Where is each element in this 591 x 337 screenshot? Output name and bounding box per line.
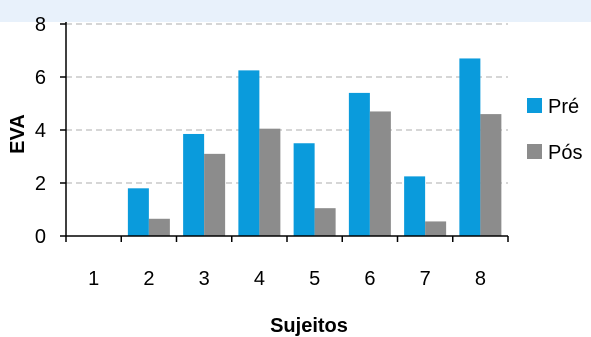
bar-pos-7 <box>425 221 447 236</box>
bar-pre-8 <box>459 58 481 237</box>
x-tick-label: 1 <box>88 268 99 290</box>
top-band <box>0 0 591 22</box>
legend-label-pos: Pós <box>548 142 582 164</box>
bar-pos-2 <box>148 218 170 236</box>
tick-labels: 0 2 4 6 8 1 2 3 4 5 6 7 8 <box>35 14 486 290</box>
y-tick-label: 2 <box>35 173 46 195</box>
legend: Pré Pós <box>527 96 582 164</box>
x-axis-title: Sujeitos <box>270 315 348 337</box>
bar-pre-5 <box>293 143 315 236</box>
x-tick-label: 6 <box>364 268 375 290</box>
bar-pre-7 <box>404 176 426 236</box>
x-tick-label: 8 <box>475 268 486 290</box>
bar-pre-2 <box>127 188 149 236</box>
bar-pre-4 <box>238 70 260 236</box>
bar-pos-6 <box>369 111 391 236</box>
x-tick-label: 4 <box>254 268 265 290</box>
y-tick-label: 0 <box>35 226 46 248</box>
axes <box>60 22 509 242</box>
bars <box>127 58 502 237</box>
y-tick-label: 6 <box>35 67 46 89</box>
bar-pre-3 <box>183 133 205 236</box>
bar-pre-6 <box>348 92 370 237</box>
x-tick-label: 2 <box>143 268 154 290</box>
legend-label-pre: Pré <box>548 96 579 118</box>
bar-pos-8 <box>480 114 502 236</box>
bar-pos-4 <box>259 128 281 236</box>
y-tick-label: 4 <box>35 120 46 142</box>
y-tick-label: 8 <box>35 14 46 36</box>
legend-swatch-pos <box>527 144 542 159</box>
bar-pos-3 <box>204 153 226 236</box>
x-tick-label: 7 <box>420 268 431 290</box>
legend-swatch-pre <box>527 98 542 113</box>
grid-lines <box>66 23 508 184</box>
x-tick-label: 3 <box>199 268 210 290</box>
x-tick-label: 5 <box>309 268 320 290</box>
bar-pos-5 <box>314 208 336 236</box>
y-axis-title: EVA <box>7 114 29 154</box>
